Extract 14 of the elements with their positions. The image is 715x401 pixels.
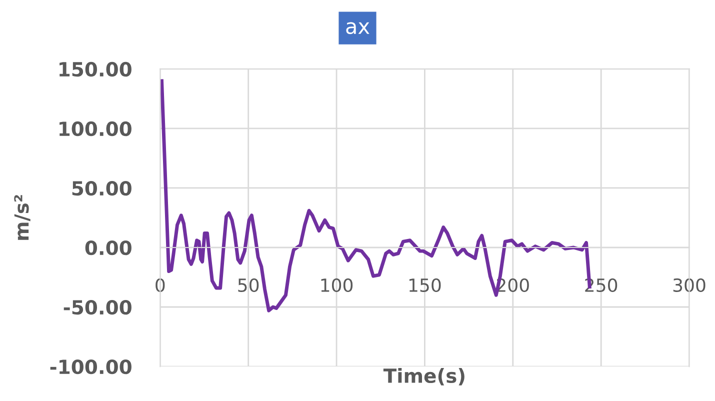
- y-tick-label: 50.00: [72, 180, 132, 196]
- x-axis-title: Time(s): [383, 368, 464, 386]
- chart-title: ax: [346, 22, 370, 34]
- y-tick-label: -50.00: [64, 300, 132, 315]
- x-tick-label: 0: [156, 278, 165, 292]
- y-tick-label: 150.00: [60, 62, 132, 77]
- y-tick-label: 0.00: [85, 240, 132, 256]
- y-axis-title: m/s²: [14, 195, 30, 240]
- y-tick-label: -100.00: [50, 359, 132, 374]
- x-tick-label: 150: [409, 278, 441, 292]
- x-tick-label: 100: [321, 278, 353, 292]
- x-tick-label: 300: [673, 278, 706, 292]
- x-tick-label: 50: [238, 278, 259, 292]
- y-tick-label: 100.00: [60, 121, 132, 136]
